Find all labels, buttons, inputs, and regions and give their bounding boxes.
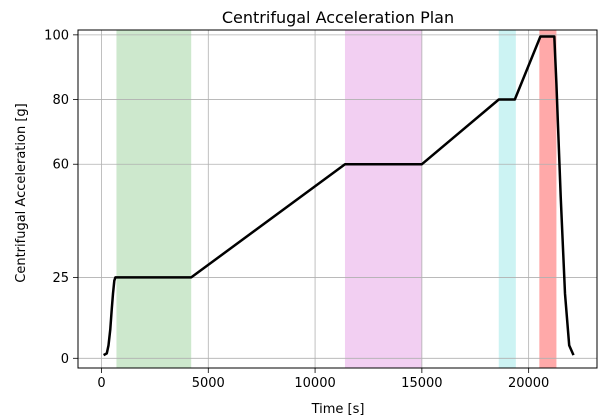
series-line [103,35,575,357]
y-tick-label-2: 60 [52,158,69,173]
x-tick-label-4: 20000 [508,376,549,391]
x-axis-ticks: 0 5000 10000 15000 20000 [97,368,549,391]
plot-frame [77,29,598,369]
x-tick-label-0: 0 [97,376,105,391]
y-axis-label: Centrifugal Acceleration [g] [14,103,29,282]
highlight-band-3 [539,30,557,368]
y-tick-label-1: 25 [52,271,69,286]
chart-title: Centrifugal Acceleration Plan [222,8,454,27]
x-tick-label-1: 5000 [192,376,225,391]
highlight-band-2 [498,30,516,368]
highlight-band-1 [344,30,422,368]
x-tick-label-2: 10000 [294,376,335,391]
y-axis-ticks: 0 25 60 80 100 [44,28,78,367]
x-tick-label-3: 15000 [401,376,442,391]
y-tick-label-4: 100 [44,28,69,43]
y-tick-label-3: 80 [52,93,69,108]
highlight-band-0 [116,30,192,368]
y-tick-label-0: 0 [61,352,69,367]
x-axis-label: Time [s] [311,402,365,417]
highlight-bands [116,30,557,368]
